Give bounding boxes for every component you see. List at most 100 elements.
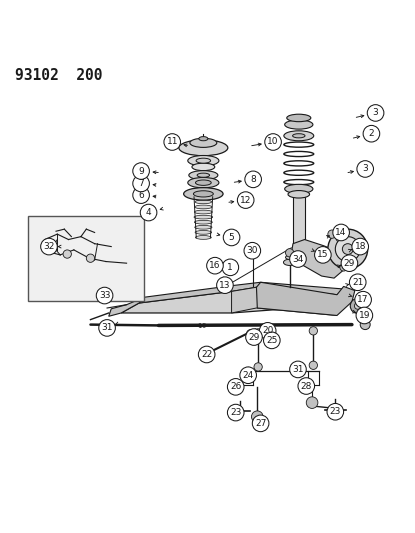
- Circle shape: [298, 378, 315, 394]
- Text: 12: 12: [240, 196, 251, 205]
- Text: 6: 6: [138, 191, 144, 200]
- Bar: [293, 195, 305, 248]
- Polygon shape: [139, 282, 348, 303]
- Text: 14: 14: [335, 228, 347, 237]
- Text: 13: 13: [219, 281, 231, 289]
- Text: 23: 23: [330, 407, 341, 416]
- Text: 34: 34: [292, 255, 304, 263]
- Ellipse shape: [199, 136, 208, 141]
- Circle shape: [335, 237, 360, 262]
- Bar: [28, 216, 144, 301]
- Ellipse shape: [286, 255, 294, 260]
- Text: 2: 2: [369, 129, 374, 138]
- Circle shape: [315, 247, 331, 263]
- Ellipse shape: [195, 225, 212, 229]
- Text: 7: 7: [138, 179, 144, 188]
- Circle shape: [355, 292, 371, 308]
- Ellipse shape: [195, 195, 211, 199]
- Ellipse shape: [287, 114, 311, 122]
- Text: $\it{19}$: $\it{19}$: [197, 321, 208, 330]
- Text: 24: 24: [242, 371, 254, 379]
- Circle shape: [290, 251, 306, 268]
- Circle shape: [349, 274, 366, 290]
- Text: 1: 1: [227, 263, 233, 272]
- Text: 18: 18: [354, 242, 366, 251]
- Text: 32: 32: [43, 242, 55, 251]
- Circle shape: [332, 406, 339, 413]
- Circle shape: [245, 171, 261, 188]
- Text: 33: 33: [99, 291, 110, 300]
- Ellipse shape: [192, 163, 215, 171]
- Circle shape: [247, 329, 255, 338]
- Ellipse shape: [183, 188, 223, 200]
- Circle shape: [290, 361, 306, 378]
- Circle shape: [286, 249, 294, 257]
- Text: 29: 29: [344, 259, 355, 268]
- Circle shape: [164, 134, 181, 150]
- Circle shape: [265, 134, 281, 150]
- Circle shape: [251, 411, 263, 423]
- Text: 25: 25: [266, 336, 278, 345]
- Circle shape: [140, 204, 157, 221]
- Circle shape: [244, 243, 261, 259]
- Ellipse shape: [195, 236, 211, 239]
- Circle shape: [327, 403, 344, 420]
- Circle shape: [133, 187, 149, 204]
- Ellipse shape: [190, 138, 217, 148]
- Ellipse shape: [253, 414, 261, 417]
- Circle shape: [254, 329, 262, 337]
- Text: 4: 4: [146, 208, 151, 217]
- Circle shape: [86, 254, 95, 262]
- Circle shape: [246, 329, 262, 345]
- Circle shape: [217, 277, 233, 294]
- Text: 8: 8: [250, 175, 256, 184]
- Circle shape: [328, 229, 368, 269]
- Ellipse shape: [189, 171, 218, 180]
- Text: 19: 19: [359, 311, 370, 320]
- Circle shape: [254, 363, 262, 371]
- Circle shape: [340, 264, 347, 271]
- Polygon shape: [256, 282, 355, 316]
- Circle shape: [252, 415, 269, 432]
- Circle shape: [264, 332, 280, 349]
- Polygon shape: [232, 287, 342, 316]
- Ellipse shape: [288, 191, 310, 198]
- Ellipse shape: [293, 134, 305, 138]
- Circle shape: [336, 234, 344, 243]
- Circle shape: [352, 238, 369, 255]
- Ellipse shape: [283, 259, 296, 265]
- Circle shape: [341, 255, 358, 271]
- Circle shape: [227, 404, 244, 421]
- Text: 27: 27: [255, 419, 266, 428]
- Ellipse shape: [179, 140, 228, 156]
- Text: 11: 11: [166, 138, 178, 147]
- Text: 3: 3: [373, 108, 378, 117]
- Polygon shape: [290, 239, 349, 278]
- Circle shape: [350, 298, 365, 313]
- Circle shape: [354, 303, 361, 309]
- Text: 28: 28: [300, 382, 312, 391]
- Circle shape: [63, 250, 71, 258]
- Text: 21: 21: [352, 278, 364, 287]
- Circle shape: [363, 125, 380, 142]
- Text: 31: 31: [292, 365, 304, 374]
- Circle shape: [207, 257, 223, 274]
- Circle shape: [306, 397, 318, 408]
- Ellipse shape: [284, 131, 314, 141]
- Circle shape: [360, 320, 370, 329]
- Polygon shape: [109, 297, 144, 316]
- Ellipse shape: [197, 173, 210, 177]
- Circle shape: [328, 230, 336, 238]
- Text: 22: 22: [201, 350, 212, 359]
- Text: 26: 26: [230, 382, 242, 391]
- Text: 20: 20: [262, 326, 273, 335]
- Ellipse shape: [195, 230, 212, 234]
- Ellipse shape: [195, 200, 212, 204]
- Circle shape: [41, 238, 57, 255]
- Circle shape: [357, 160, 374, 177]
- Circle shape: [99, 320, 115, 336]
- Circle shape: [222, 259, 239, 276]
- Circle shape: [223, 229, 240, 246]
- Text: 23: 23: [230, 408, 242, 417]
- Circle shape: [309, 327, 317, 335]
